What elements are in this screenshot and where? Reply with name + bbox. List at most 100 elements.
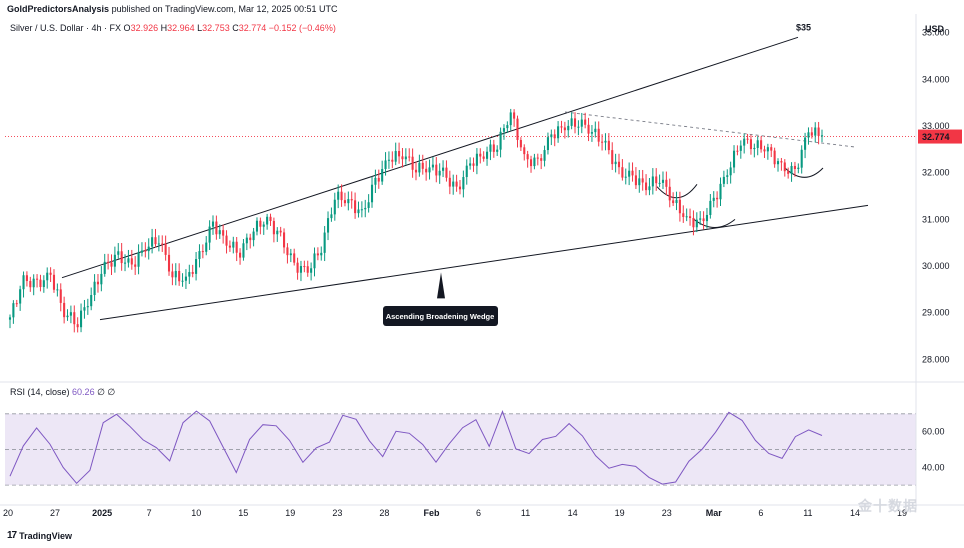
candle-body — [665, 179, 668, 187]
candle-body — [113, 254, 116, 267]
time-tick-label: 15 — [238, 508, 248, 518]
candle-body — [529, 159, 533, 167]
candle-body — [107, 261, 110, 263]
candle-body — [584, 119, 587, 125]
candle-body — [144, 250, 147, 252]
candle-body — [614, 161, 617, 165]
candle-body — [773, 150, 776, 165]
rsi-label[interactable]: RSI (14, close) — [10, 387, 70, 397]
time-tick-label: 27 — [50, 508, 60, 518]
time-tick-label: 23 — [332, 508, 342, 518]
candle-body — [783, 162, 786, 172]
candle-body — [22, 275, 25, 290]
candle-body — [191, 272, 194, 274]
open-label: O — [123, 23, 131, 33]
candle-body — [299, 266, 303, 273]
candle-body — [496, 149, 499, 152]
symbol-name[interactable]: Silver / U.S. Dollar · 4h · FX — [10, 23, 122, 33]
candle-body — [239, 252, 242, 258]
publish-header: GoldPredictorsAnalysis published on Trad… — [7, 4, 338, 14]
upper-wedge-line — [61, 36, 799, 279]
author-name[interactable]: GoldPredictorsAnalysis — [7, 4, 110, 14]
candle-body — [820, 135, 824, 137]
candle-body — [749, 139, 752, 150]
candle-body — [607, 140, 610, 151]
watermark: 金十数据 — [858, 498, 918, 514]
change-value: −0.152 (−0.46%) — [268, 23, 336, 33]
candle-body — [337, 191, 340, 200]
low-value: 32.753 — [202, 23, 230, 33]
candle-body — [506, 125, 509, 129]
candle-body — [712, 197, 715, 201]
candle-body — [442, 167, 445, 171]
candle-body — [80, 310, 83, 328]
candle-body — [222, 230, 225, 236]
candle-body — [320, 252, 323, 256]
candle-body — [93, 281, 96, 296]
candle-body — [499, 131, 502, 150]
candle-body — [621, 167, 624, 178]
candle-body — [553, 134, 556, 139]
candle-body — [326, 218, 330, 233]
candle-body — [232, 241, 235, 248]
price-tick-label: 35.000 — [922, 28, 950, 38]
candle-body — [438, 170, 441, 176]
candle-body — [705, 214, 709, 222]
candle-body — [492, 144, 495, 152]
candle-body — [739, 145, 742, 151]
candle-body — [255, 220, 259, 232]
candle-body — [137, 252, 140, 267]
candle-body — [455, 181, 458, 187]
candle-body — [140, 250, 143, 253]
candle-body — [52, 274, 56, 290]
candle-body — [117, 251, 120, 255]
candle-body — [15, 303, 18, 305]
candle-body — [46, 272, 49, 281]
candle-body — [546, 137, 549, 151]
candle-body — [310, 268, 313, 273]
time-tick-label: 11 — [521, 508, 530, 518]
candle-body — [685, 216, 688, 218]
candle-body — [394, 151, 397, 162]
open-value: 32.926 — [130, 23, 159, 33]
candle-body — [181, 280, 184, 282]
candle-body — [134, 264, 137, 267]
candle-body — [120, 251, 123, 264]
candle-body — [167, 254, 171, 272]
candle-body — [59, 289, 62, 303]
candle-body — [313, 253, 316, 269]
tradingview-footer[interactable]: 17 TradingView — [7, 530, 72, 541]
candle-body — [550, 134, 553, 138]
candle-body — [516, 118, 519, 140]
candle-body — [340, 191, 343, 201]
time-tick-label: 28 — [379, 508, 389, 518]
candle-body — [350, 199, 353, 201]
candle-body — [333, 199, 336, 215]
time-tick-label: 23 — [662, 508, 672, 518]
candle-body — [445, 167, 448, 178]
candle-body — [793, 165, 796, 169]
candle-body — [502, 128, 506, 132]
candle-body — [756, 140, 759, 148]
price-tick-label: 30.000 — [922, 261, 950, 271]
currency-label[interactable]: USD — [925, 24, 945, 34]
candle-body — [628, 170, 631, 177]
target-label: $35 — [796, 23, 811, 33]
pattern-label-box — [383, 306, 498, 326]
candle-body — [171, 271, 174, 278]
candle-body — [86, 306, 89, 308]
candle-body — [262, 224, 265, 227]
low-label: L — [197, 23, 203, 33]
candle-body — [225, 235, 228, 246]
candle-body — [804, 137, 807, 150]
candle-body — [465, 165, 468, 178]
candle-body — [174, 270, 177, 278]
price-tick-label: 34.000 — [922, 74, 950, 84]
candle-body — [198, 251, 201, 260]
candle-body — [161, 243, 164, 245]
candle-body — [330, 214, 333, 219]
time-tick-label: 7 — [147, 508, 152, 518]
candles — [8, 108, 824, 333]
candle-body — [73, 312, 76, 325]
